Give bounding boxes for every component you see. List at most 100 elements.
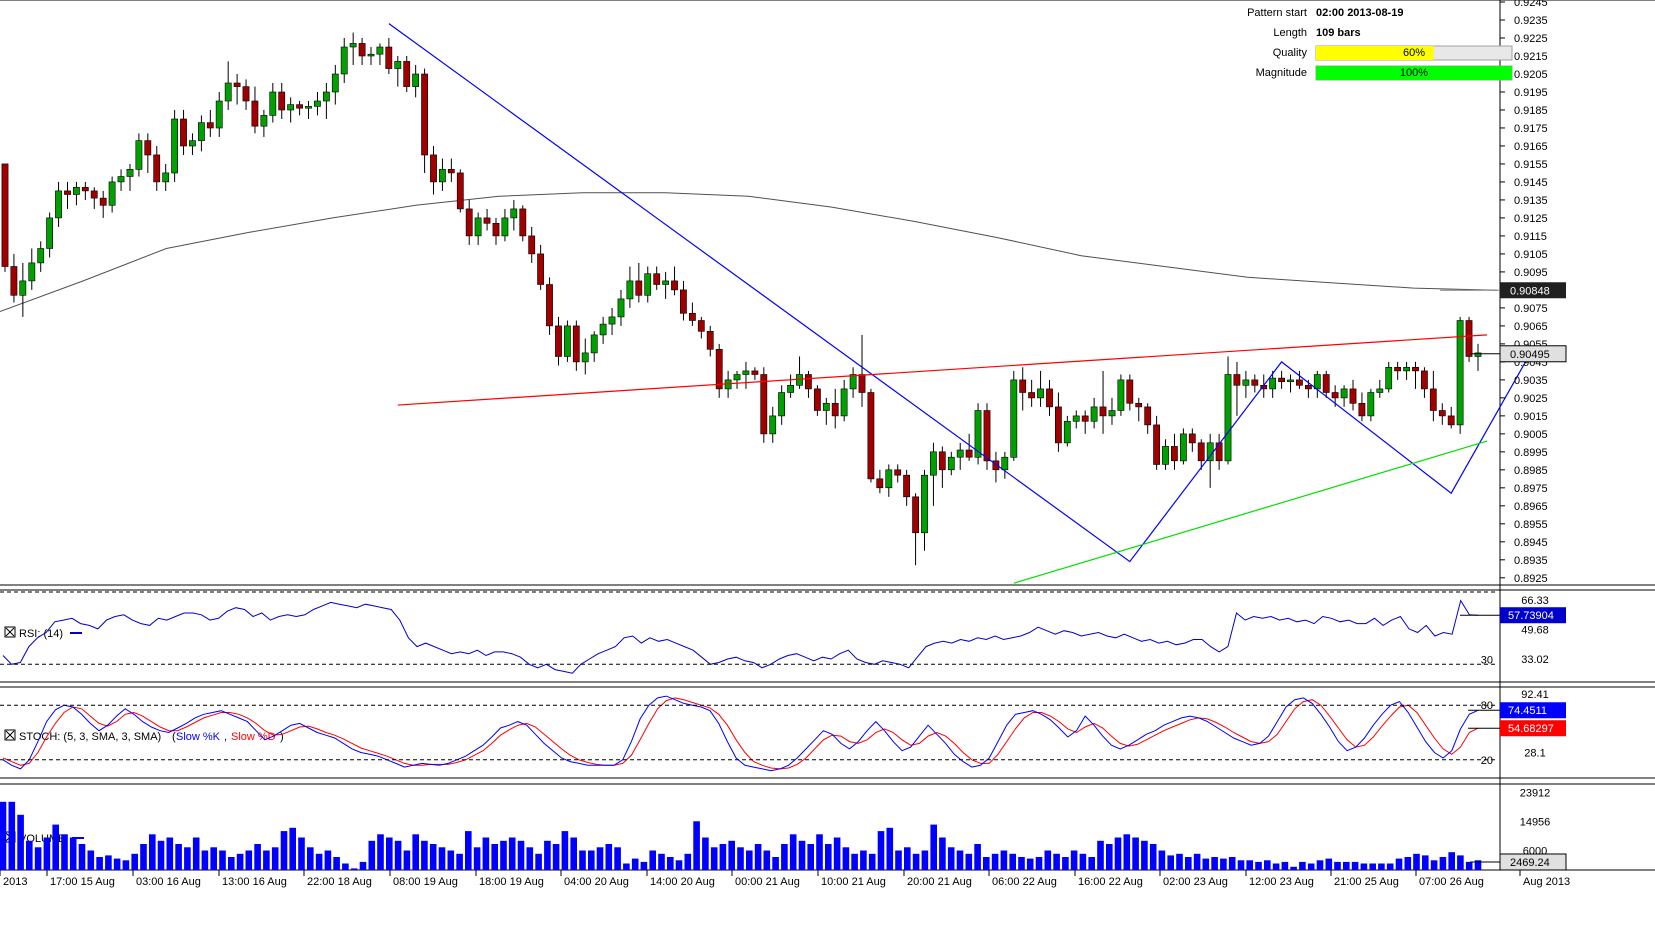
candle	[1144, 403, 1152, 434]
stoch-tick-label: 28.1	[1524, 747, 1545, 759]
volume-bar	[465, 831, 472, 870]
support-trendline	[1013, 440, 1488, 584]
rsi-title: RSI: (14)	[19, 628, 63, 640]
candle	[626, 266, 634, 308]
candle-body	[867, 392, 875, 480]
rsi-line-layer	[0, 591, 1497, 674]
price-tick-label: 0.9005	[1514, 429, 1548, 441]
volume-bar	[1088, 857, 1095, 870]
volume-bar	[17, 814, 24, 870]
volume-bar	[34, 847, 42, 870]
volume-bar	[368, 840, 376, 870]
time-tick-label: 20:00 21 Aug	[907, 876, 972, 888]
slow-d-value-tag: 54.68297	[1508, 723, 1554, 735]
candle	[456, 169, 464, 213]
candle-body	[590, 334, 598, 354]
candle	[804, 370, 812, 398]
candle-body	[305, 106, 312, 109]
volume-bar	[895, 850, 902, 870]
volume-bar	[1167, 855, 1174, 870]
volume-bar	[96, 857, 103, 870]
volume-bar	[614, 847, 621, 870]
time-tick-label: 16:00 22 Aug	[1078, 876, 1143, 888]
candle-body	[1019, 379, 1027, 393]
candle	[1251, 374, 1259, 393]
candle	[956, 442, 964, 470]
candle-body	[135, 140, 143, 170]
candle	[1394, 361, 1401, 380]
candle-body	[162, 172, 170, 183]
volume-bar	[561, 831, 569, 870]
candle-body	[1117, 379, 1125, 411]
volume-bar	[1316, 860, 1324, 870]
candle	[331, 64, 339, 105]
candle-body	[528, 235, 536, 255]
volume-bar	[429, 844, 437, 870]
price-tick-label: 0.9065	[1514, 321, 1548, 333]
volume-bar	[1220, 858, 1227, 870]
volume-bar	[113, 858, 121, 870]
volume-bar	[1097, 840, 1104, 870]
volume-bar	[1114, 837, 1122, 870]
candle	[1090, 397, 1098, 429]
volume-bar	[816, 834, 823, 870]
volume-bar	[122, 860, 130, 870]
volume-bar	[737, 847, 744, 870]
volume-bar	[228, 857, 235, 870]
candle	[938, 446, 946, 488]
candle-body	[1162, 446, 1169, 465]
volume-bar	[930, 824, 937, 870]
volume-bar	[658, 853, 665, 870]
volume-bar	[1465, 861, 1473, 870]
candle-body	[1153, 424, 1160, 465]
volume-bar	[482, 837, 490, 870]
candle	[1117, 374, 1125, 416]
price-tick-label: 0.9175	[1514, 123, 1548, 135]
candle	[671, 266, 678, 296]
candle-body	[751, 370, 759, 375]
volume-bar	[491, 844, 498, 870]
volume-bar	[1062, 857, 1069, 870]
candle	[778, 385, 785, 425]
candle	[537, 244, 544, 290]
candle-body	[947, 456, 955, 471]
candle	[599, 316, 607, 344]
candle	[760, 367, 768, 443]
candle-body	[519, 208, 527, 237]
candle	[1474, 343, 1482, 371]
price-tick-label: 0.9095	[1514, 267, 1548, 279]
volume-bar	[754, 844, 762, 870]
candle	[929, 442, 937, 506]
candle	[171, 109, 178, 182]
volume-bar	[342, 863, 349, 870]
price-tick-label: 0.9205	[1514, 69, 1548, 81]
price-tick-label: 0.9135	[1514, 195, 1548, 207]
candle	[662, 271, 669, 299]
candle	[153, 145, 161, 191]
candle-body	[1126, 379, 1134, 404]
candle-body	[1421, 370, 1428, 390]
slow-k-value-tag: 74.4511	[1508, 705, 1547, 717]
stoch-level-label: 80	[1481, 700, 1493, 712]
volume-bar	[719, 844, 727, 870]
last-price-tag: 0.90495	[1510, 349, 1550, 361]
volume-bar	[298, 837, 305, 870]
volume-bar	[1079, 853, 1087, 870]
volume-bar	[403, 850, 411, 870]
price-tick-label: 0.8985	[1514, 465, 1548, 477]
candle-body	[64, 190, 71, 195]
price-tick-label: 0.8945	[1514, 537, 1548, 549]
candle-body	[1251, 379, 1259, 386]
candle-body	[1090, 406, 1098, 422]
resistance-trendline	[397, 334, 1488, 406]
candle-body	[1081, 415, 1089, 422]
candle-body	[662, 280, 669, 285]
candle	[215, 91, 223, 137]
candle	[1153, 415, 1160, 470]
volume-bar	[746, 850, 753, 870]
volume-bar	[1378, 863, 1385, 870]
candle	[1429, 370, 1437, 422]
volume-bar	[947, 847, 955, 870]
volume-bar	[675, 860, 683, 870]
candle-body	[992, 460, 1000, 471]
